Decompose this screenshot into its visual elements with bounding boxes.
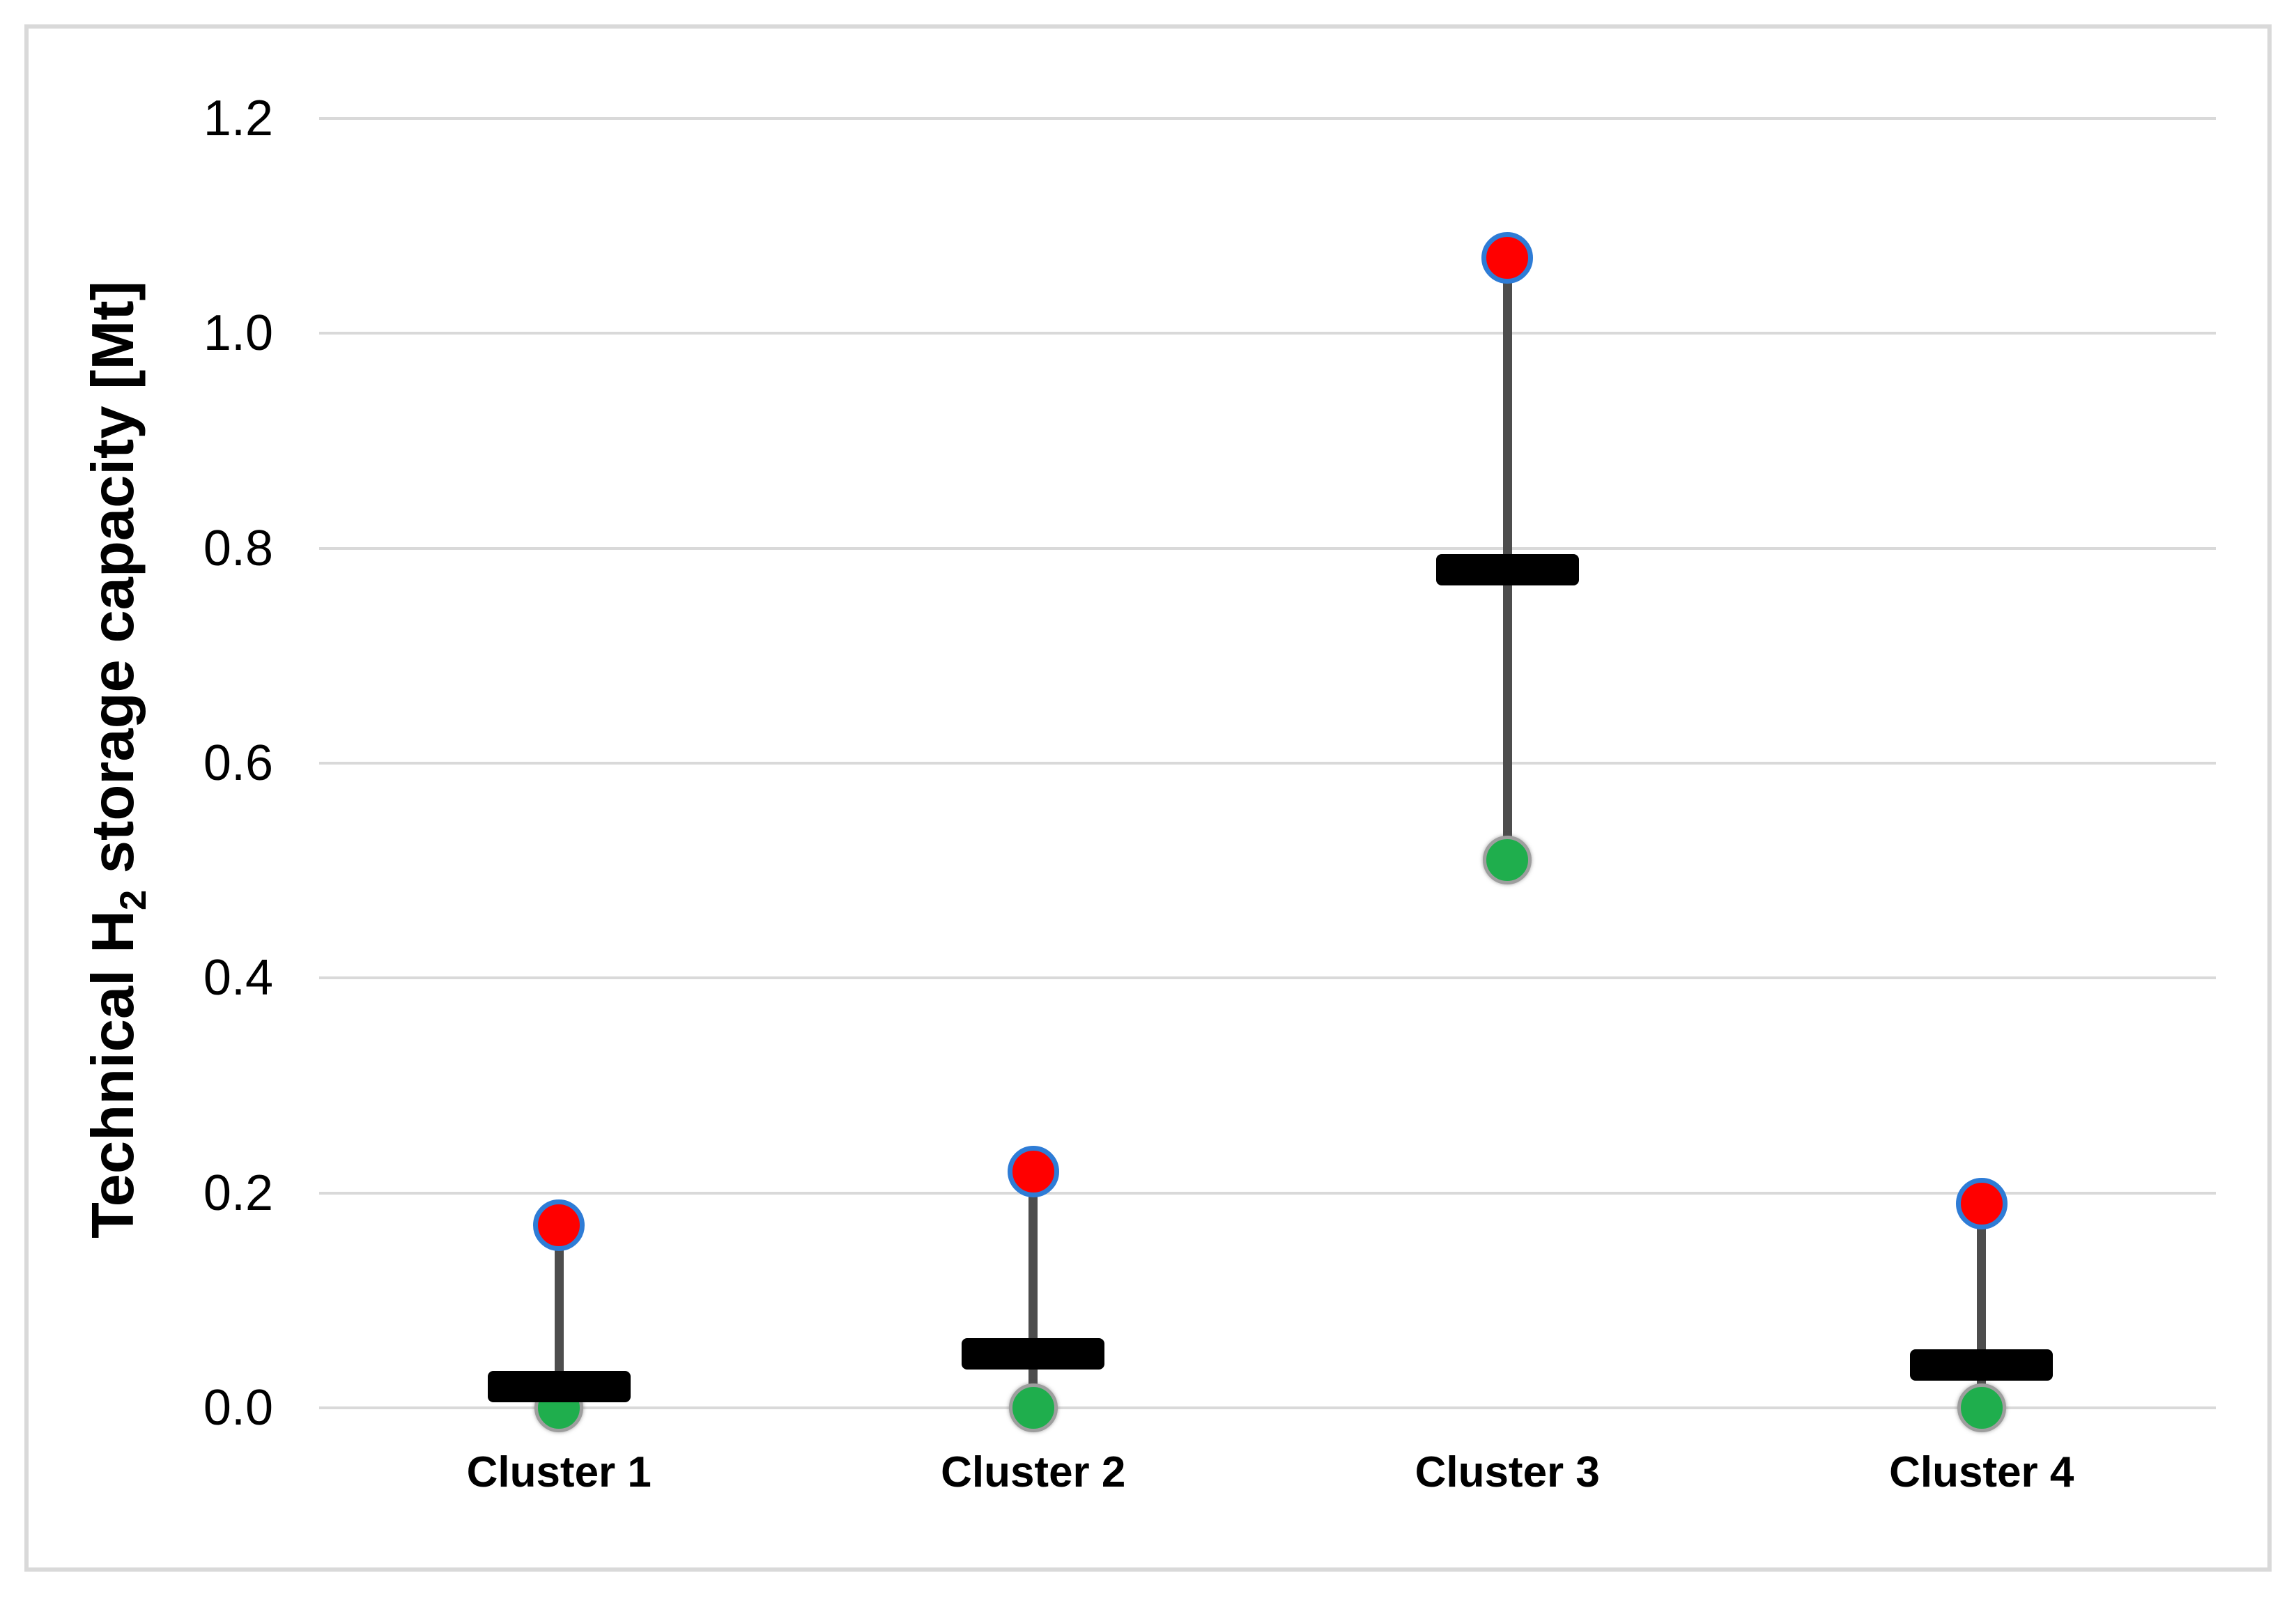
x-category-label: Cluster 1 xyxy=(466,1448,652,1496)
gridline-1.0 xyxy=(319,332,2216,335)
x-category-label: Cluster 3 xyxy=(1415,1448,1600,1496)
max-marker xyxy=(1955,1178,2008,1230)
gridline-0.4 xyxy=(319,976,2216,980)
y-tick-label-1.2: 1.2 xyxy=(203,90,273,146)
gridline-0.2 xyxy=(319,1191,2216,1195)
plot-frame xyxy=(24,24,2272,1572)
x-category-label: Cluster 4 xyxy=(1889,1448,2074,1496)
gridline-1.2 xyxy=(319,116,2216,120)
gridline-0.0 xyxy=(319,1406,2216,1409)
y-axis-title-units: storage capacity [Mt] xyxy=(80,281,146,890)
max-marker xyxy=(1007,1145,1059,1197)
min-marker xyxy=(1483,835,1532,884)
y-tick-label-1.0: 1.0 xyxy=(203,305,273,362)
min-marker xyxy=(1008,1383,1058,1432)
mean-bar xyxy=(1910,1349,2054,1381)
y-tick-label-0.0: 0.0 xyxy=(203,1380,273,1436)
y-tick-label-0.6: 0.6 xyxy=(203,735,273,791)
y-tick-label-0.4: 0.4 xyxy=(203,950,273,1006)
min-marker xyxy=(1957,1383,2006,1432)
mean-bar xyxy=(962,1338,1105,1370)
gridline-0.8 xyxy=(319,546,2216,550)
y-axis-title-subscript: 2 xyxy=(113,889,154,911)
x-category-label: Cluster 2 xyxy=(941,1448,1126,1496)
max-marker xyxy=(533,1199,585,1251)
max-marker xyxy=(1481,232,1534,284)
mean-bar xyxy=(1435,553,1579,585)
whisker-line xyxy=(1028,1171,1038,1408)
gridline-0.6 xyxy=(319,761,2216,765)
y-tick-label-0.2: 0.2 xyxy=(203,1165,273,1221)
y-tick-label-0.8: 0.8 xyxy=(203,520,273,576)
whisker-line xyxy=(554,1225,564,1408)
mean-bar xyxy=(487,1370,631,1402)
